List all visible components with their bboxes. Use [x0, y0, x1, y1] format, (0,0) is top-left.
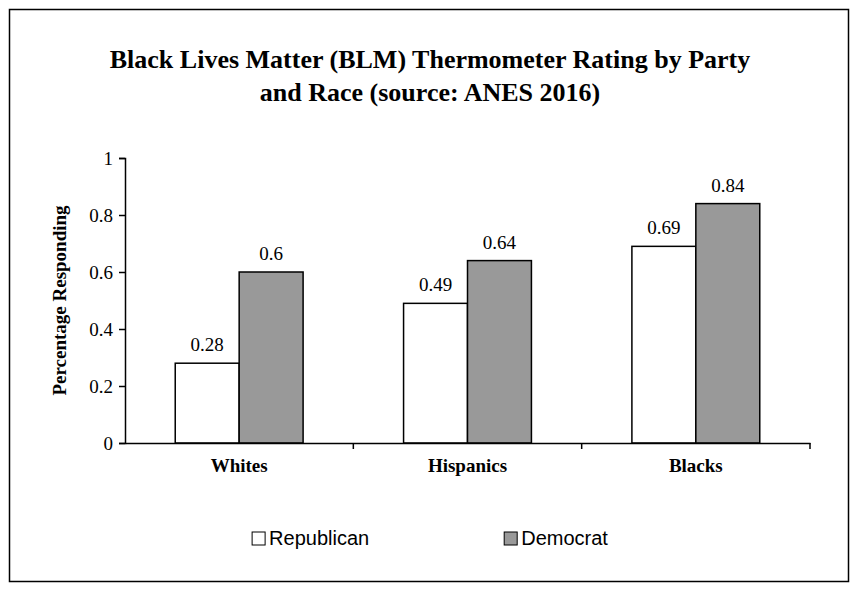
x-tick-label: Blacks — [669, 455, 723, 476]
legend: Republican Democrat — [252, 527, 608, 549]
legend-label: Democrat — [521, 527, 608, 549]
legend-item: Republican — [252, 527, 369, 549]
title-line: and Race (source: ANES 2016) — [260, 78, 600, 107]
y-tick-label: 0.8 — [89, 205, 113, 226]
y-tick-label: 0 — [104, 433, 114, 454]
frame — [10, 10, 849, 582]
x-tick: Blacks — [669, 443, 723, 476]
bar — [404, 303, 468, 443]
bar — [175, 363, 239, 443]
x-tick: Whites — [211, 443, 268, 476]
data-label: 0.6 — [259, 243, 283, 264]
data-label: 0.84 — [711, 175, 745, 196]
title-line: Black Lives Matter (BLM) Thermometer Rat… — [110, 45, 751, 74]
y-axis-title: Percentage Responding — [49, 205, 70, 396]
y-tick: 0.2 — [89, 376, 125, 397]
legend-swatch — [504, 532, 517, 545]
y-tick-mark — [119, 443, 125, 445]
title: Black Lives Matter (BLM) Thermometer Rat… — [110, 45, 751, 107]
data-labels: 0.28 0.49 0.69 0.6 0.64 0.84 — [191, 175, 745, 356]
y-tick-label: 1 — [104, 148, 114, 169]
bars — [175, 204, 760, 443]
y-tick-mark — [119, 215, 125, 217]
bar — [632, 246, 696, 443]
x-tick-label: Whites — [211, 455, 268, 476]
x-tick: Hispanics — [428, 443, 507, 476]
y-tick-mark — [119, 272, 125, 274]
x-boundary-tick — [353, 443, 355, 449]
x-boundary-tick — [581, 443, 583, 449]
bar — [239, 272, 303, 443]
legend-label: Republican — [269, 527, 369, 549]
legend-item: Democrat — [504, 527, 608, 549]
y-tick-label: 0.2 — [89, 376, 113, 397]
y-tick-mark — [119, 329, 125, 331]
y-tick: 0.8 — [89, 205, 125, 226]
y-tick-mark — [119, 158, 125, 160]
y-tick: 1 — [104, 148, 126, 169]
y-axis: 0 0.2 0.4 0.6 0.8 1 — [89, 148, 125, 454]
x-boundary-tick — [809, 443, 811, 449]
bar — [696, 204, 760, 443]
y-tick-mark — [119, 386, 125, 388]
y-tick-label: 0.4 — [89, 319, 113, 340]
legend-swatch — [252, 532, 265, 545]
y-tick: 0.6 — [89, 262, 125, 283]
bar — [468, 261, 532, 443]
y-tick-label: 0.6 — [89, 262, 113, 283]
data-label: 0.69 — [647, 217, 680, 238]
x-tick-label: Hispanics — [428, 455, 507, 476]
x-axis-line — [126, 443, 811, 445]
chart: Black Lives Matter (BLM) Thermometer Rat… — [0, 0, 860, 602]
data-label: 0.28 — [191, 334, 224, 355]
data-label: 0.64 — [483, 232, 517, 253]
data-label: 0.49 — [419, 274, 452, 295]
x-axis: Whites Hispanics Blacks — [126, 443, 811, 476]
y-tick: 0 — [104, 433, 126, 454]
y-axis-line — [119, 159, 126, 444]
y-tick: 0.4 — [89, 319, 125, 340]
